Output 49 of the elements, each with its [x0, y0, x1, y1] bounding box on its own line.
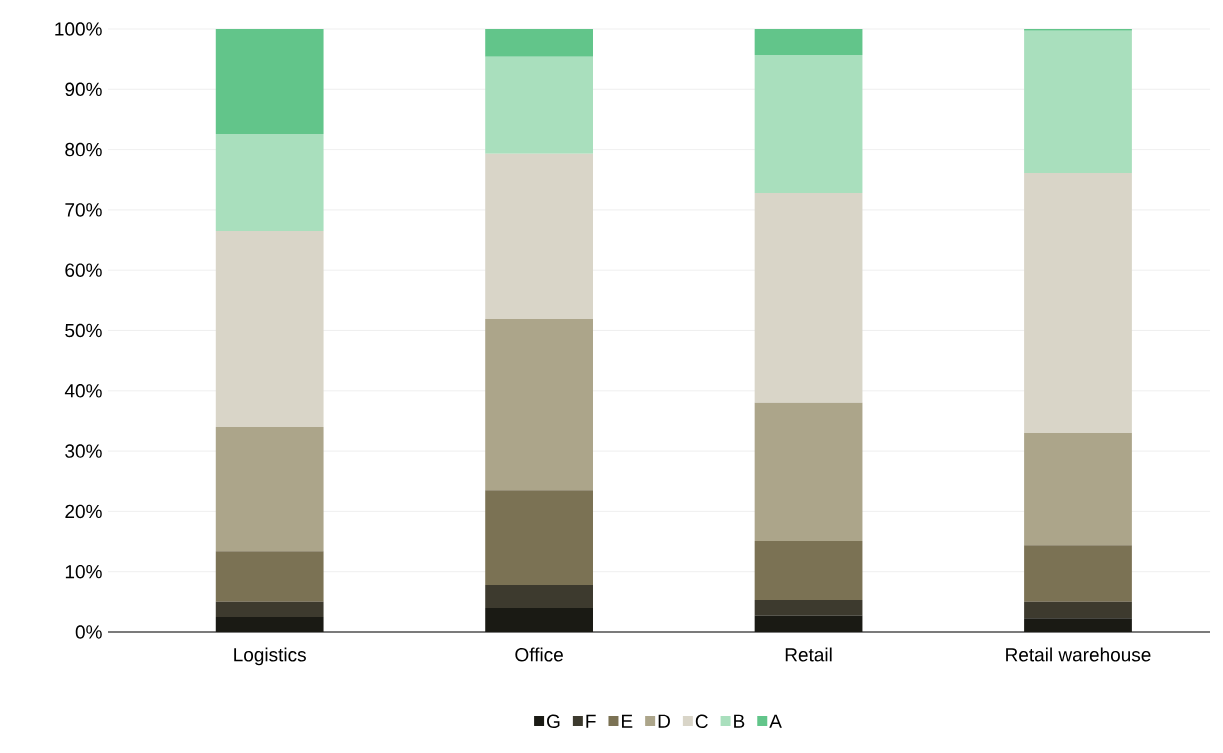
- bar: [215, 133, 324, 231]
- bar: [485, 319, 593, 491]
- bar: [754, 28, 863, 55]
- bar: [1024, 545, 1132, 602]
- y-tick-label: 70%: [65, 203, 102, 217]
- legend-label: D: [658, 714, 670, 728]
- bar: [754, 402, 863, 541]
- y-tick-label: 40%: [64, 384, 102, 398]
- y-tick-label: 30%: [65, 444, 102, 458]
- y-tick-label: 80%: [65, 142, 102, 157]
- y-tick-label: 10%: [65, 564, 102, 579]
- bar: [485, 584, 593, 608]
- bar: [485, 490, 593, 585]
- y-tick-label: 90%: [65, 82, 102, 97]
- y-tick-label: 100%: [55, 22, 102, 36]
- legend-label: C: [695, 714, 708, 729]
- bar: [215, 616, 324, 632]
- bar: [215, 551, 324, 602]
- legend-label: G: [547, 714, 560, 729]
- bar: [1024, 433, 1132, 546]
- x-tick-label: Retail warehouse: [1006, 647, 1151, 662]
- bar: [754, 600, 863, 616]
- bar: [1024, 601, 1132, 619]
- x-tick-label: Office: [515, 647, 563, 662]
- y-tick-label: 0%: [75, 625, 102, 639]
- bar: [754, 193, 863, 403]
- bar: [1024, 30, 1132, 174]
- bar: [485, 56, 593, 154]
- bar: [215, 426, 324, 552]
- y-tick-label: 20%: [65, 504, 102, 519]
- bar: [485, 28, 593, 57]
- bar: [754, 54, 863, 194]
- bar: [215, 231, 324, 427]
- bar: [1024, 618, 1132, 632]
- y-tick-label: 60%: [65, 263, 102, 277]
- bar: [754, 615, 863, 632]
- y-tick-label: 50%: [65, 323, 102, 338]
- legend-label: E: [622, 714, 633, 728]
- bar: [754, 540, 863, 601]
- x-tick-label: Retail: [785, 647, 832, 662]
- legend-label: F: [586, 714, 596, 728]
- legend-label: B: [734, 714, 745, 728]
- x-tick-label: Logistics: [234, 647, 306, 666]
- bar: [485, 607, 593, 632]
- bar: [215, 28, 324, 134]
- bar: [1024, 173, 1132, 434]
- bar: [485, 153, 593, 320]
- bar: [215, 601, 324, 617]
- legend-label: A: [769, 714, 782, 728]
